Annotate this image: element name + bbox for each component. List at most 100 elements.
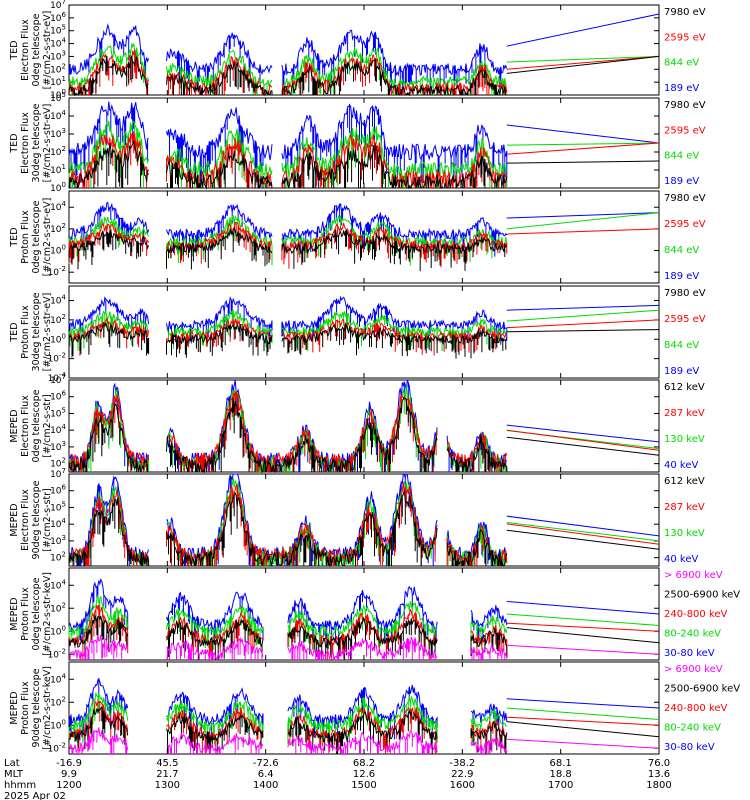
- series-blue-tail: [506, 424, 660, 443]
- y-tick-exponent: 2: [62, 695, 66, 703]
- series-black-tail: [506, 55, 660, 74]
- x-row-label-mlt: MLT: [4, 769, 24, 780]
- x-tick-label-mlt: 9.9: [61, 769, 77, 780]
- series-black-tail: [506, 436, 660, 456]
- y-tick-exponent: 4: [62, 517, 67, 525]
- series-black-tail: [506, 721, 660, 738]
- y-axis-label-line: 90deg telescope: [31, 480, 42, 559]
- series-green-tail: [506, 613, 660, 626]
- x-tick-label-lat: 68.1: [550, 758, 572, 769]
- legend-entry: 2500-6900 keV: [664, 684, 740, 695]
- legend-entry: 844 eV: [664, 245, 699, 256]
- legend-entry: 189 eV: [664, 176, 699, 187]
- y-axis-label-line: [#/cm2-s-str-keV]: [42, 572, 53, 656]
- legend-entry: 612 keV: [664, 476, 705, 487]
- y-axis-label-line: 0deg telescope: [31, 13, 42, 86]
- x-tick-label-hhmm: 1500: [351, 780, 376, 791]
- y-tick-exponent: 0: [62, 244, 66, 252]
- legend-entry: 2500-6900 keV: [664, 590, 740, 601]
- series-green-tail: [506, 309, 660, 322]
- series-black: [68, 140, 508, 190]
- y-axis-label-line: 30deg telescope: [31, 292, 42, 371]
- y-tick-exponent: 7: [62, 373, 66, 381]
- x-tick-label-lat: 45.5: [156, 758, 178, 769]
- legend-entry: 80-240 keV: [664, 629, 721, 640]
- legend-entry: > 6900 keV: [664, 570, 723, 581]
- x-tick-label-lat: -38.2: [449, 758, 475, 769]
- y-tick-exponent: 4: [62, 423, 67, 431]
- date-label: 2025 Apr 02: [4, 791, 66, 800]
- y-axis-label-line: 0deg telescope: [31, 200, 42, 273]
- y-tick-exponent: 5: [62, 406, 66, 414]
- y-tick-exponent: -2: [59, 265, 66, 273]
- x-tick-label-hhmm: 1700: [548, 780, 573, 791]
- series-red-tail: [506, 716, 660, 726]
- y-axis-label-line: Proton Flux: [20, 587, 31, 641]
- series-black: [68, 397, 508, 474]
- y-tick-exponent: -2: [59, 352, 66, 360]
- legend-entry: 189 eV: [664, 83, 699, 94]
- series-magenta-tail: [506, 738, 660, 749]
- x-tick-label-lat: 76.0: [648, 758, 670, 769]
- x-tick-label-mlt: 6.4: [258, 769, 274, 780]
- series-blue-tail: [506, 13, 660, 47]
- legend-entry: 7980 eV: [664, 288, 706, 299]
- x-tick-label-mlt: 22.9: [451, 769, 473, 780]
- legend-entry: 287 keV: [664, 502, 705, 513]
- y-tick-exponent: 4: [62, 109, 67, 117]
- x-tick-label-hhmm: 1800: [646, 780, 671, 791]
- y-tick-exponent: -4: [59, 371, 67, 379]
- series-green-tail: [506, 142, 660, 146]
- y-axis-label-line: MEPED: [9, 691, 20, 724]
- x-tick-label-mlt: 18.8: [550, 769, 572, 780]
- legend-entry: 80-240 keV: [664, 723, 721, 734]
- series-red-tail: [506, 523, 660, 545]
- x-tick-label-lat: -16.9: [56, 758, 82, 769]
- y-axis-label-line: [#/cm2-s-str]: [42, 488, 53, 551]
- y-axis-label: MEPED Proton Flux 90deg telescope [#/cm2-s-…: [9, 666, 53, 750]
- panel-frame: [68, 567, 660, 661]
- y-tick-exponent: 2: [62, 62, 66, 70]
- legend-entry: 240-800 keV: [664, 609, 728, 620]
- series-green-tail: [506, 55, 660, 63]
- legend-entry: 240-800 keV: [664, 703, 728, 714]
- legend-entry: 7980 eV: [664, 193, 706, 204]
- legend-entry: 189 eV: [664, 271, 699, 282]
- series-black: [68, 706, 508, 754]
- y-tick-exponent: 3: [62, 534, 66, 542]
- series-green-tail: [506, 212, 660, 230]
- legend-entry: 844 eV: [664, 58, 699, 69]
- y-axis-label-line: 0deg telescope: [31, 389, 42, 462]
- x-tick-label-hhmm: 1200: [56, 780, 81, 791]
- y-tick-exponent: 0: [62, 88, 66, 96]
- series-black: [68, 615, 508, 660]
- y-axis-label: MEPED Electron Flux 90deg telescope [#/cm2-…: [9, 480, 53, 559]
- y-axis-label-line: MEPED: [9, 409, 20, 442]
- legend-entry: 2595 eV: [664, 219, 706, 230]
- x-tick-label-mlt: 21.7: [156, 769, 178, 780]
- y-axis-label: TED Proton Flux 0deg telescope [#/cm2-s-str…: [9, 198, 53, 277]
- series-green: [68, 120, 508, 188]
- series-black: [68, 322, 508, 359]
- y-tick-exponent: 4: [62, 37, 67, 45]
- panel-frame: [68, 4, 660, 96]
- y-tick-exponent: 2: [62, 551, 66, 559]
- x-tick-label-lat: -72.6: [253, 758, 279, 769]
- y-tick-exponent: 7: [62, 0, 66, 6]
- series-red-tail: [506, 319, 660, 329]
- y-tick-exponent: 4: [62, 294, 67, 302]
- series-magenta-tail: [506, 644, 660, 655]
- series-green: [68, 594, 508, 652]
- series-red: [68, 221, 508, 269]
- y-tick-exponent: 3: [62, 49, 66, 57]
- y-axis-label-line: Electron Flux: [20, 19, 31, 81]
- y-tick-exponent: 4: [62, 578, 67, 586]
- y-tick-exponent: 6: [62, 390, 67, 398]
- y-axis-label-line: 0deg telescope: [31, 577, 42, 650]
